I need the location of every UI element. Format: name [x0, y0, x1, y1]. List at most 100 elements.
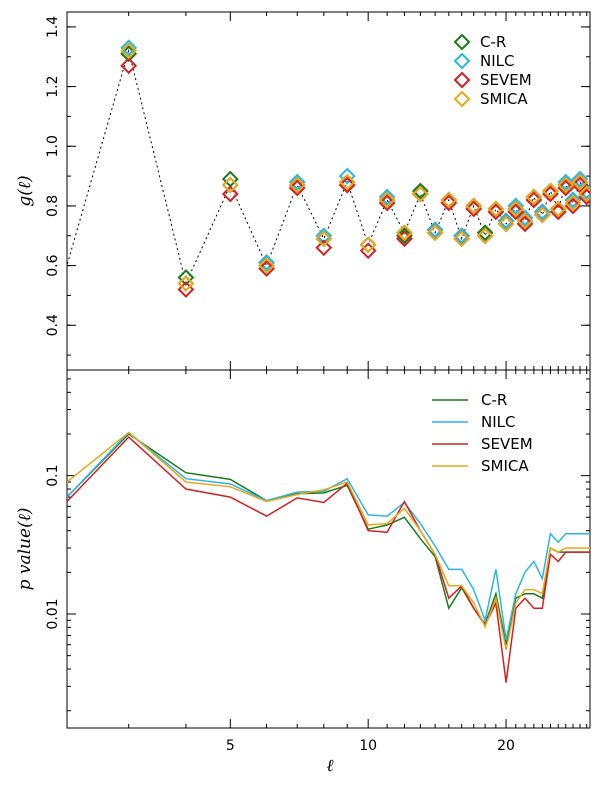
top-y-tick-label: 1.0 [45, 135, 61, 157]
series-line-nilc [67, 431, 590, 641]
data-point [487, 200, 505, 218]
top-y-tick-label: 0.6 [45, 254, 61, 276]
data-point [557, 176, 575, 194]
data-point [542, 182, 559, 200]
legend-marker [453, 90, 471, 108]
bottom-plot-frame [66, 369, 591, 729]
data-point [525, 191, 543, 209]
data-point [497, 212, 515, 230]
data-point [571, 173, 589, 191]
data-point [411, 185, 429, 203]
data-point [221, 185, 239, 203]
data-point [571, 170, 589, 188]
panel-p-value: 0.01 0.1 5 10 20 p value(ℓ) ℓ C-R NILC SEVEM S… [15, 369, 591, 776]
data-point [476, 224, 494, 242]
data-point [465, 197, 483, 215]
bottom-y-tick-label: 0.1 [45, 464, 61, 486]
data-point [557, 173, 575, 191]
bottom-y-tick-label: 0.01 [45, 598, 61, 629]
legend-marker [453, 71, 471, 89]
data-point [315, 239, 333, 257]
legend-label: SMICA [480, 90, 528, 108]
data-point [465, 200, 483, 218]
top-y-tick-label: 1.2 [45, 75, 61, 97]
top-y-tick-label: 0.4 [45, 314, 61, 336]
top-y-axis-label: g(ℓ) [15, 175, 35, 206]
legend-label: C-R [481, 391, 507, 409]
series-line-sevem [67, 436, 590, 683]
data-point [516, 212, 534, 230]
data-point [288, 173, 306, 191]
data-point [378, 194, 396, 212]
data-point [533, 203, 551, 221]
legend-label: SEVEM [480, 71, 532, 89]
data-point [578, 185, 590, 203]
legend-entry-sevem: SEVEM [453, 71, 532, 89]
data-point [315, 227, 333, 245]
data-point [338, 176, 356, 194]
data-point [396, 224, 413, 242]
legend-marker [453, 52, 471, 70]
legend-label: C-R [480, 33, 506, 51]
data-point [549, 200, 567, 218]
legend-label: NILC [481, 413, 515, 431]
data-point [177, 269, 195, 286]
data-point [396, 227, 413, 245]
data-point [411, 182, 429, 200]
legend-label: NILC [480, 52, 514, 70]
data-point [177, 275, 195, 292]
data-point [533, 206, 551, 224]
data-point [378, 188, 396, 206]
data-point [426, 221, 444, 239]
data-point [440, 194, 458, 212]
top-y-ticks: 0.4 0.6 0.8 1.0 1.2 1.4 [45, 16, 590, 356]
data-point [453, 230, 471, 248]
data-point [120, 57, 138, 75]
data-point [578, 188, 590, 206]
marker-series-smica [120, 42, 590, 292]
data-point [258, 257, 275, 274]
data-point [120, 42, 138, 60]
legend-marker [453, 33, 471, 51]
data-point [507, 197, 525, 215]
bottom-x-ticks: 5 10 20 [128, 370, 588, 754]
bottom-legend: C-R NILC SEVEM SMICA [432, 391, 533, 475]
top-markers [120, 39, 590, 298]
bottom-series-lines [67, 431, 590, 683]
data-point [564, 197, 582, 215]
data-point [453, 227, 471, 245]
series-line-smica [67, 431, 590, 651]
legend-entry-smica: SMICA [453, 90, 528, 108]
data-point [315, 230, 333, 248]
data-point [258, 260, 275, 277]
legend-entry-sevem: SEVEM [432, 435, 533, 453]
data-point [564, 194, 582, 212]
bottom-y-ticks: 0.01 0.1 [45, 378, 590, 712]
top-y-tick-label: 1.4 [45, 16, 61, 38]
data-point [359, 236, 377, 254]
data-point [476, 227, 494, 245]
x-axis-label: ℓ [326, 756, 333, 776]
bottom-y-axis-label: p value(ℓ) [15, 508, 35, 591]
legend-entry-c-r: C-R [432, 391, 507, 409]
data-point [557, 179, 575, 197]
x-tick-label: 20 [497, 738, 515, 754]
panel-g-ell: 0.4 0.6 0.8 1.0 1.2 1.4 g(ℓ) C-RNILCSEVEMSMIC… [15, 11, 591, 371]
data-point [549, 203, 567, 221]
data-point [507, 203, 525, 221]
data-point [426, 224, 444, 242]
legend-entry-smica: SMICA [432, 457, 529, 475]
data-point [487, 203, 505, 221]
data-point [221, 176, 239, 194]
data-point [542, 185, 559, 203]
top-x-ticks [128, 12, 588, 370]
data-point [571, 176, 589, 194]
data-point [258, 254, 275, 272]
data-point [378, 191, 396, 209]
legend-label: SMICA [481, 457, 529, 475]
top-dotted-connector [67, 48, 588, 286]
x-tick-label: 5 [226, 738, 235, 754]
